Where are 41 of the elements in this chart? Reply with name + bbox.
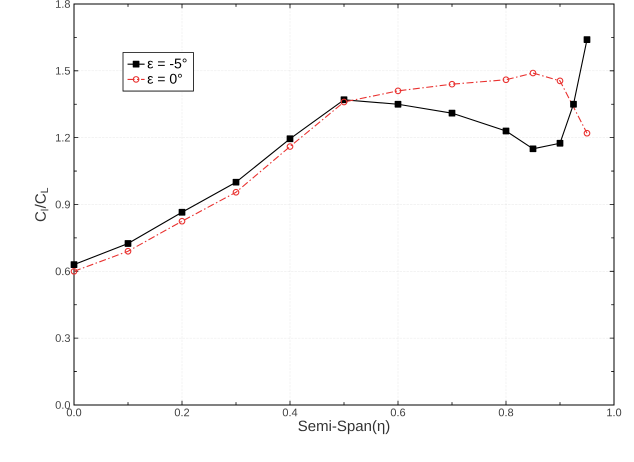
point — [286, 135, 294, 142]
y-tick-label: 1.5 — [56, 66, 70, 75]
point — [570, 100, 577, 108]
x-tick-label: 0.4 — [282, 408, 298, 416]
x-tick-label: 0.8 — [498, 408, 514, 416]
y-tick-label: 1.2 — [56, 134, 70, 142]
point — [530, 145, 536, 152]
y-tick-label: 0.0 — [56, 401, 70, 409]
point — [448, 80, 456, 88]
point — [124, 248, 132, 255]
point — [530, 70, 536, 76]
point — [340, 98, 348, 106]
point — [502, 128, 510, 134]
point — [584, 36, 590, 43]
point — [394, 100, 402, 108]
point — [232, 188, 240, 196]
y-tick-label: 0.6 — [56, 267, 70, 276]
y-tick-label: 0.3 — [56, 334, 70, 342]
point — [70, 268, 78, 275]
point — [178, 218, 186, 225]
x-tick-label: 0.2 — [174, 408, 190, 416]
x-tick-label: 1.0 — [607, 408, 622, 416]
point — [584, 130, 590, 137]
x-axis-title: Semi-Span(η) — [298, 420, 390, 434]
point — [394, 88, 402, 94]
point — [556, 78, 564, 84]
point — [178, 208, 186, 216]
point — [286, 143, 294, 150]
point — [556, 140, 564, 147]
y-axis-title: C$_{l}$/C$_{L}$ — [34, 188, 48, 222]
y-tick-label: 0.9 — [56, 200, 70, 208]
legend-label: ε = -5° — [148, 58, 187, 68]
point — [502, 76, 510, 84]
point — [448, 110, 456, 117]
legend-label: ε = 0° — [148, 74, 182, 84]
point — [70, 261, 78, 268]
x-tick-label: 0.6 — [390, 408, 406, 416]
x-tick-label: 0.0 — [66, 408, 82, 416]
point — [124, 240, 132, 247]
point — [232, 178, 240, 186]
y-tick-label: 1.8 — [56, 0, 70, 8]
